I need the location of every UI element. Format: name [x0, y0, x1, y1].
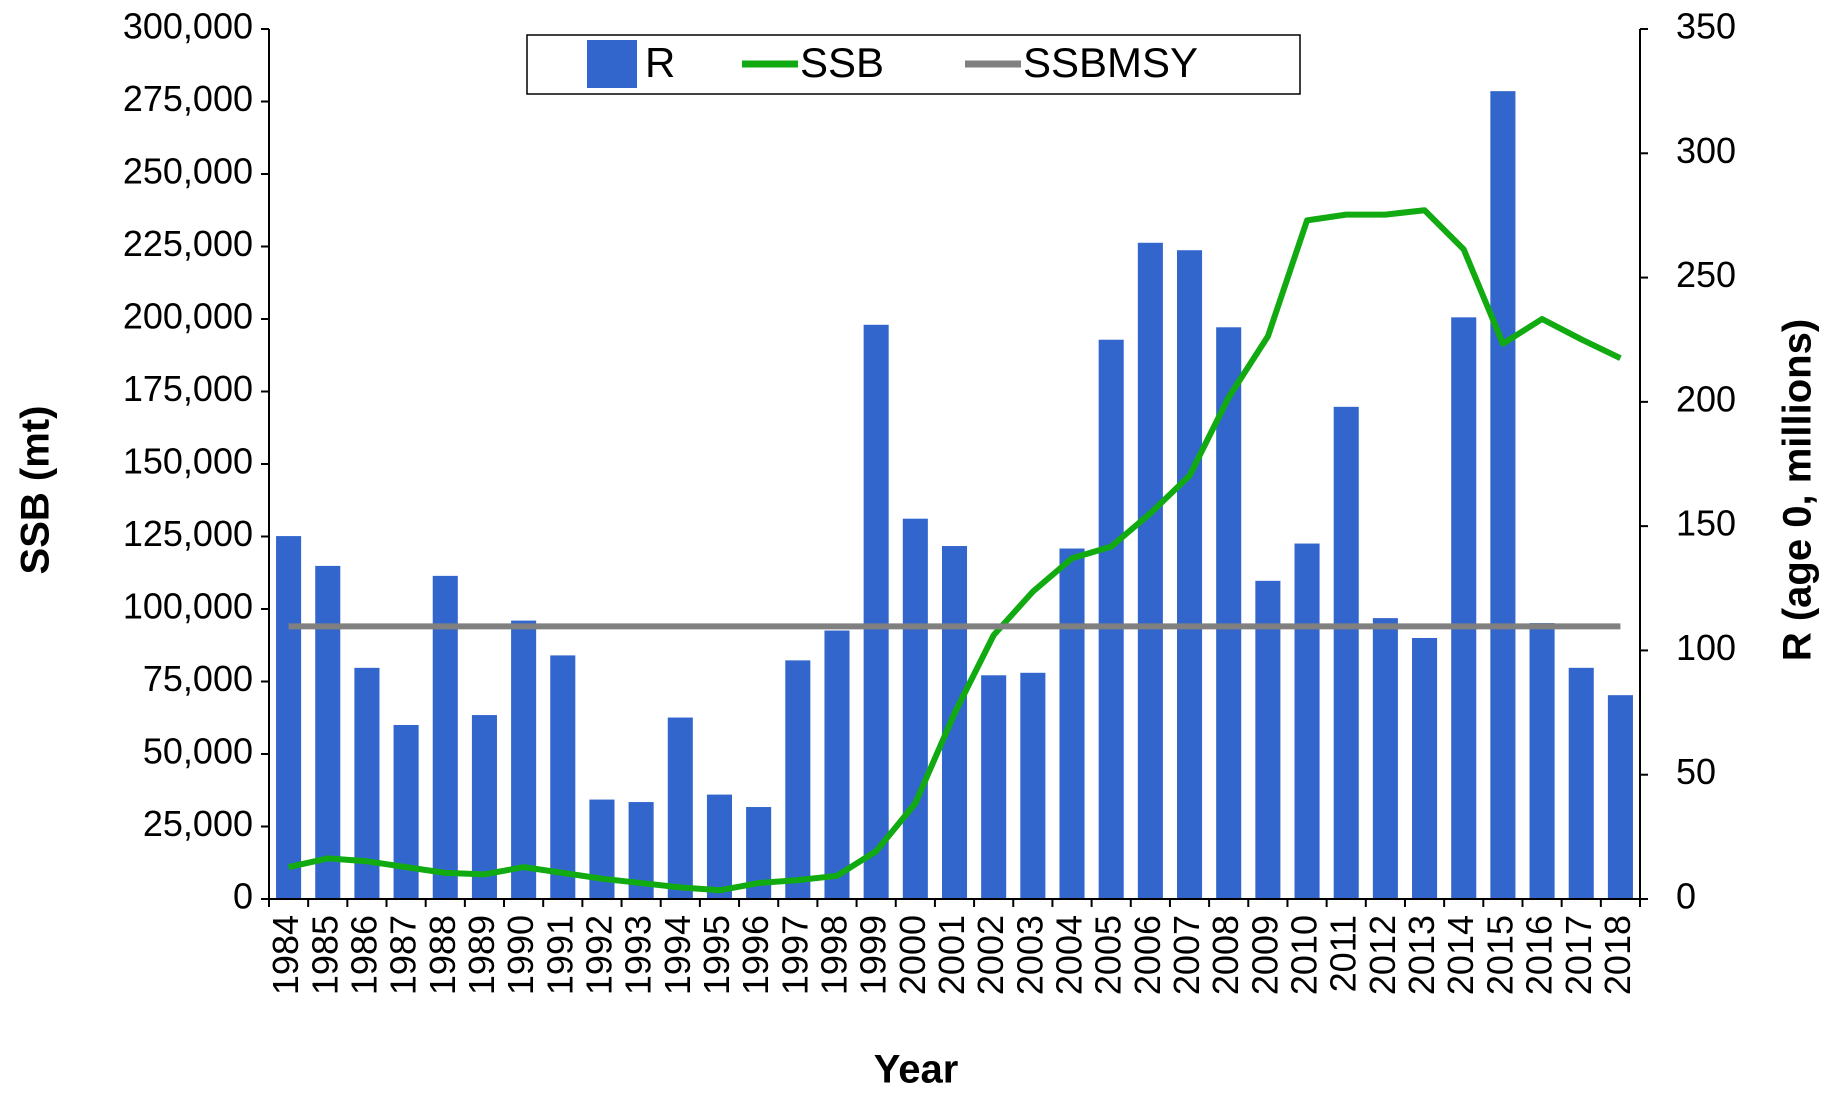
legend-label: SSBMSY [1023, 39, 1198, 86]
x-tick-label: 2017 [1558, 915, 1599, 995]
y-tick-label: 50,000 [143, 731, 253, 772]
x-tick-label: 2003 [1009, 915, 1050, 995]
axes [268, 29, 1641, 900]
legend-label: R [645, 39, 675, 86]
x-tick-label: 2009 [1244, 915, 1285, 995]
x-tick-label: 1994 [657, 915, 698, 995]
bar [824, 630, 850, 899]
bar [1216, 327, 1242, 899]
line [287, 207, 1622, 894]
bar [1098, 339, 1124, 899]
y-axis-title: SSB (mt) [14, 406, 58, 575]
bar [550, 655, 576, 899]
bar [1020, 672, 1046, 899]
bar [1176, 250, 1203, 899]
y-tick-label: 150,000 [123, 441, 253, 482]
legend-swatch [587, 40, 637, 88]
bar [667, 717, 693, 899]
bar [863, 324, 889, 899]
y-tick-label: 175,000 [123, 368, 253, 409]
y2-tick-label: 150 [1676, 503, 1736, 544]
y-tick-label: 250,000 [123, 151, 253, 192]
y2-tick-label: 250 [1676, 254, 1736, 295]
bar [902, 518, 928, 899]
x-tick-label: 2008 [1205, 915, 1246, 995]
bar [1568, 667, 1594, 899]
x-tick-label: 1985 [304, 915, 345, 995]
x-tick-label: 1986 [343, 915, 384, 995]
bar [1294, 543, 1320, 899]
x-tick-label: 2014 [1440, 915, 1481, 995]
x-tick-label: 1993 [618, 915, 659, 995]
x-tick-label: 1999 [853, 915, 894, 995]
x-axis-title: Year [874, 1048, 959, 1092]
bar [1451, 317, 1477, 899]
y-tick-label: 0 [233, 876, 253, 917]
y2-tick-label: 350 [1676, 6, 1736, 47]
bar [706, 794, 733, 899]
x-tick-label: 1984 [265, 915, 306, 995]
x-tick-label: 2012 [1362, 915, 1403, 995]
bar [1490, 91, 1516, 899]
y-tick-label: 25,000 [143, 803, 253, 844]
x-tick-label: 1987 [383, 915, 424, 995]
x-tick-label: 2007 [1166, 915, 1207, 995]
x-tick-label: 1992 [578, 915, 619, 995]
bar [276, 536, 302, 899]
x-tick-label: 1997 [774, 915, 815, 995]
x-tick-label: 1998 [814, 915, 855, 995]
x-tick-label: 1989 [461, 915, 502, 995]
y2-tick-label: 300 [1676, 130, 1736, 171]
bar [589, 799, 615, 899]
bar [1372, 618, 1398, 899]
y-tick-label: 100,000 [123, 586, 253, 627]
bar [1059, 548, 1085, 899]
legend-box [526, 34, 1301, 95]
y-tick-label: 300,000 [123, 6, 253, 47]
y-tick-label: 225,000 [123, 223, 253, 264]
x-tick-label: 2018 [1597, 915, 1638, 995]
bar [393, 725, 419, 899]
bar [1255, 580, 1281, 899]
x-tick-label: 1988 [422, 915, 463, 995]
x-tick-label: 2015 [1479, 915, 1520, 995]
bar [1333, 406, 1359, 899]
x-tick-label: 2001 [931, 915, 972, 995]
x-tick-label: 2011 [1323, 915, 1364, 992]
y2-tick-label: 50 [1676, 751, 1716, 792]
x-tick-label: 2010 [1284, 915, 1325, 995]
x-tick-label: 1990 [500, 915, 541, 995]
x-tick-label: 2000 [892, 915, 933, 995]
bar [785, 660, 811, 899]
bar [1529, 623, 1555, 899]
x-tick-label: 2013 [1401, 915, 1442, 995]
x-tick-label: 2005 [1088, 915, 1129, 995]
bar [315, 565, 341, 899]
bar [981, 675, 1007, 899]
bar [1607, 695, 1633, 899]
legend-label: SSB [800, 39, 884, 86]
x-tick-label: 1991 [539, 915, 580, 995]
y2-tick-label: 100 [1676, 627, 1736, 668]
y-tick-label: 200,000 [123, 296, 253, 337]
x-tick-label: 2004 [1049, 915, 1090, 995]
x-tick-label: 2002 [970, 915, 1011, 995]
y-tick-label: 275,000 [123, 78, 253, 119]
x-tick-label: 2016 [1519, 915, 1560, 995]
y2-axis-title: R (age 0, millions) [1776, 319, 1820, 661]
bar [511, 620, 537, 899]
x-tick-label: 1995 [696, 915, 737, 995]
bar [1412, 638, 1438, 899]
y2-tick-label: 200 [1676, 378, 1736, 419]
y2-tick-label: 0 [1676, 876, 1696, 917]
y-tick-label: 125,000 [123, 513, 253, 554]
y-tick-label: 75,000 [143, 658, 253, 699]
bar [471, 715, 497, 899]
bar [1137, 242, 1163, 899]
x-tick-label: 1996 [735, 915, 776, 995]
bar [432, 575, 458, 899]
bar [941, 546, 968, 899]
x-tick-label: 2006 [1127, 915, 1168, 995]
